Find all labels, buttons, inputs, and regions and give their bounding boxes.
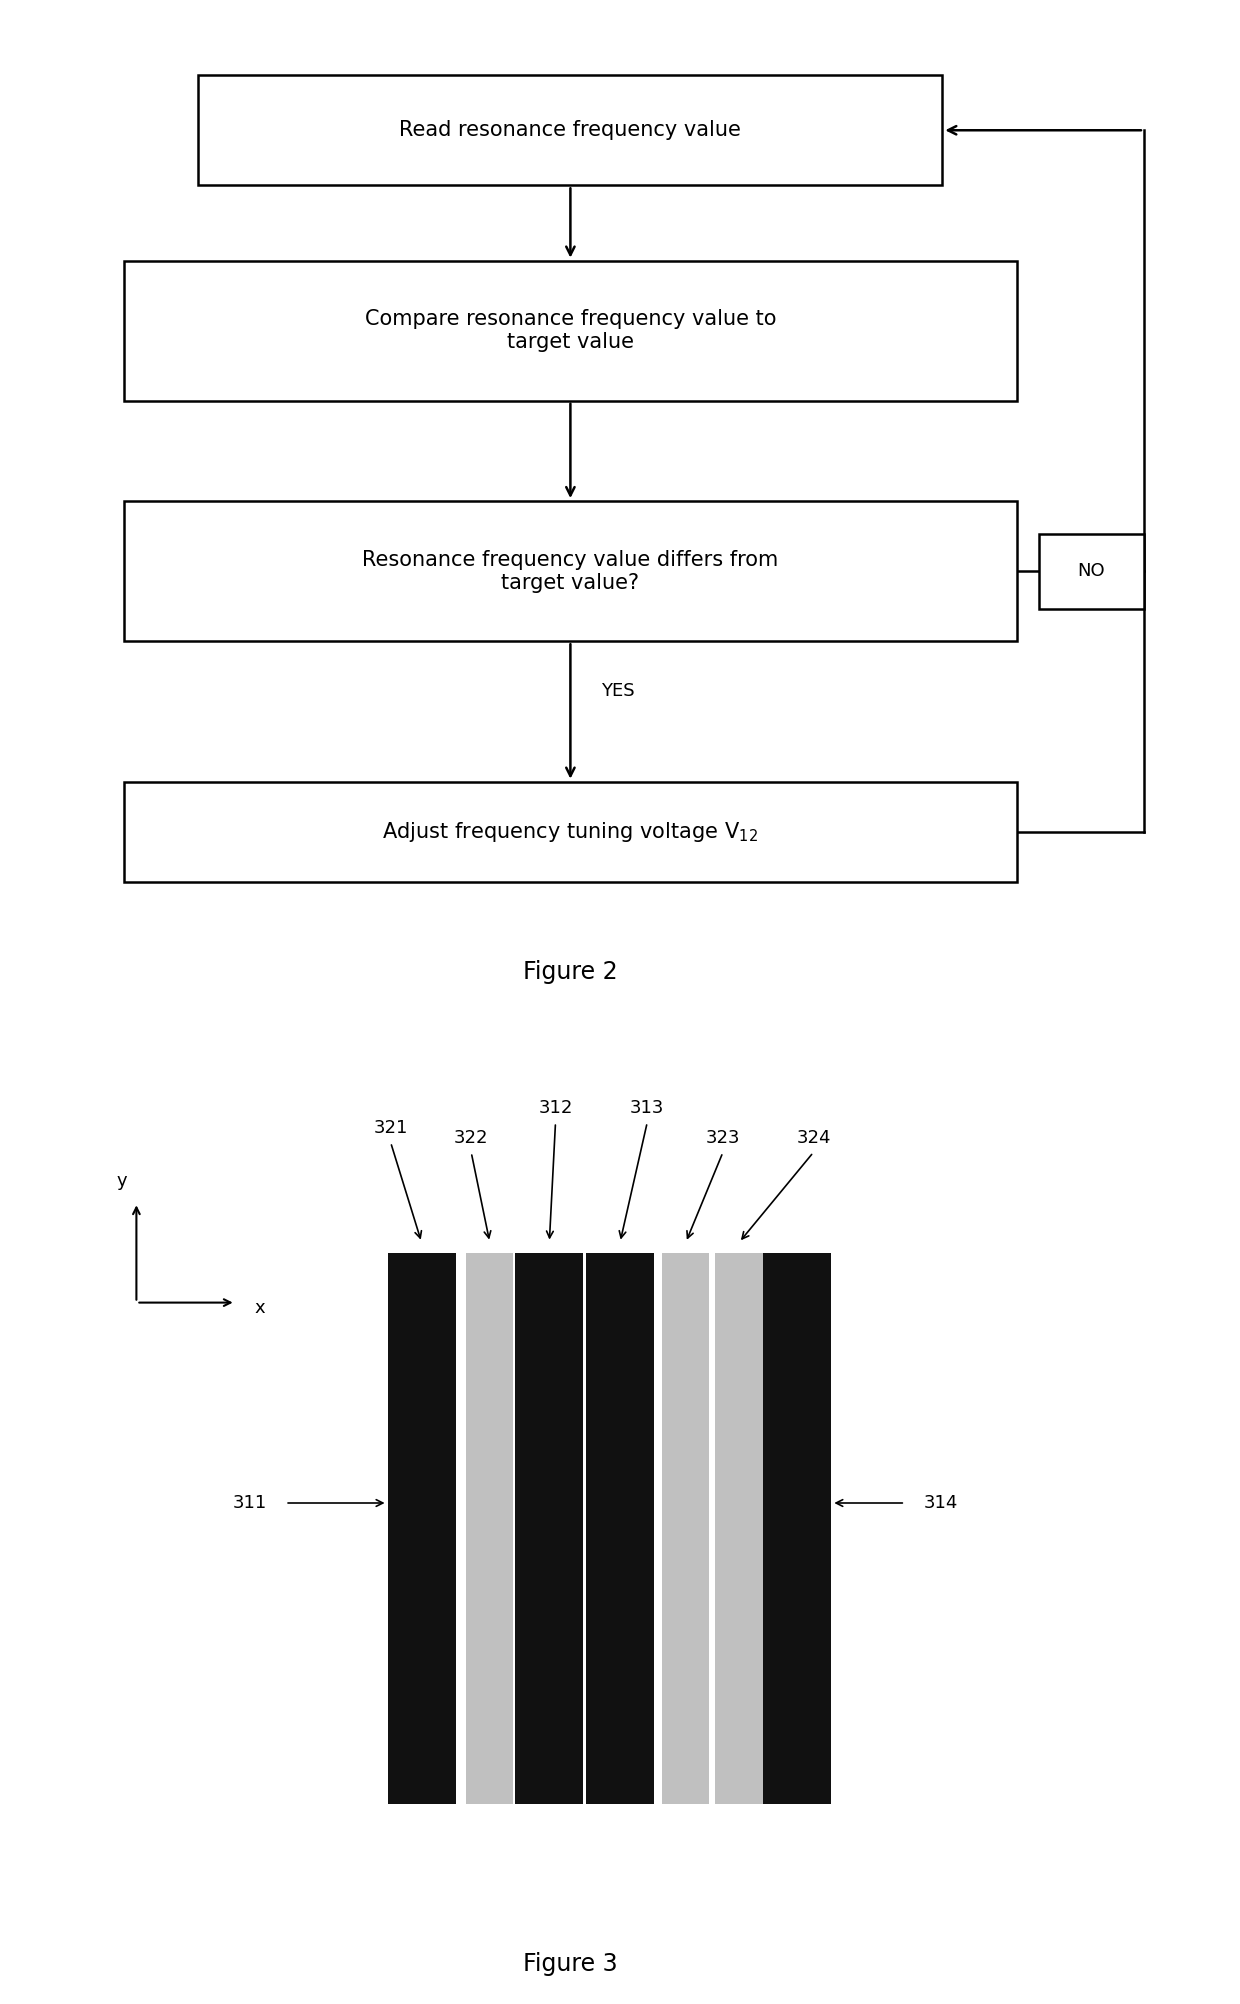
Text: x: x — [254, 1299, 265, 1317]
Text: NO: NO — [1078, 563, 1105, 579]
Text: 322: 322 — [454, 1130, 489, 1146]
Text: 313: 313 — [630, 1100, 665, 1118]
Text: Figure 3: Figure 3 — [523, 1952, 618, 1976]
Bar — [764, 1252, 832, 1804]
Bar — [715, 1252, 763, 1804]
Bar — [516, 1252, 584, 1804]
Bar — [1039, 533, 1143, 609]
Bar — [387, 1252, 456, 1804]
Text: 312: 312 — [538, 1100, 573, 1118]
Text: y: y — [117, 1172, 126, 1190]
Text: Read resonance frequency value: Read resonance frequency value — [399, 120, 742, 140]
Text: 321: 321 — [373, 1120, 408, 1138]
Bar — [662, 1252, 709, 1804]
Text: 311: 311 — [232, 1495, 267, 1511]
Text: Compare resonance frequency value to
target value: Compare resonance frequency value to tar… — [365, 309, 776, 353]
Bar — [124, 261, 1017, 401]
Text: YES: YES — [601, 683, 635, 699]
Bar — [124, 501, 1017, 641]
Bar — [466, 1252, 513, 1804]
Text: Resonance frequency value differs from
target value?: Resonance frequency value differs from t… — [362, 549, 779, 593]
Text: 324: 324 — [796, 1130, 831, 1146]
Text: 323: 323 — [706, 1130, 740, 1146]
Bar — [198, 74, 942, 186]
Text: Adjust frequency tuning voltage V$_{12}$: Adjust frequency tuning voltage V$_{12}$ — [382, 820, 759, 844]
Text: Figure 2: Figure 2 — [523, 960, 618, 984]
Bar — [585, 1252, 655, 1804]
Text: 314: 314 — [924, 1495, 959, 1511]
Bar — [124, 782, 1017, 882]
